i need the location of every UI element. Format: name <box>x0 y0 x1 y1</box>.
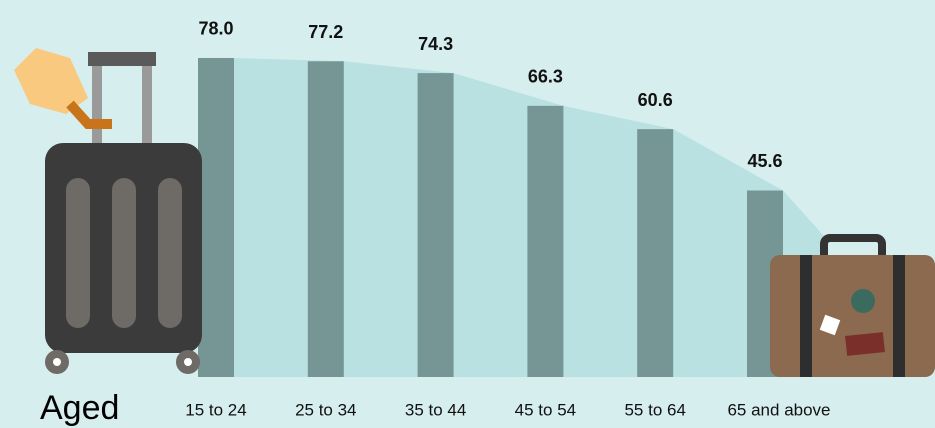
luggage-tag <box>14 48 88 114</box>
handle-top <box>88 52 156 66</box>
value-label: 60.6 <box>638 90 673 110</box>
rib <box>66 178 90 328</box>
tag-strap <box>66 100 112 129</box>
rib <box>112 178 136 328</box>
value-label: 74.3 <box>418 34 453 54</box>
strap <box>893 255 905 377</box>
x-tick-label: 45 to 54 <box>515 400 576 419</box>
value-label: 78.0 <box>198 19 233 39</box>
x-tick-label: 35 to 44 <box>405 400 466 419</box>
rib <box>158 178 182 328</box>
x-tick-label: 15 to 24 <box>185 400 246 419</box>
bar <box>198 57 234 377</box>
x-tick-label: 65 and above <box>727 400 830 419</box>
value-label: 77.2 <box>308 22 343 42</box>
bar <box>527 105 564 377</box>
case-body <box>770 255 935 377</box>
bar <box>637 129 674 377</box>
wheel-hub <box>184 358 192 366</box>
value-label: 45.6 <box>747 151 782 171</box>
sticker <box>845 332 885 356</box>
value-label: 66.3 <box>528 67 563 87</box>
trolley-suitcase <box>14 48 202 374</box>
bar <box>417 73 454 377</box>
x-tick-label: 25 to 34 <box>295 400 356 419</box>
brown-suitcase <box>770 234 935 377</box>
sticker <box>851 289 875 313</box>
strap <box>800 255 812 377</box>
bar <box>307 61 344 377</box>
x-axis-title: Aged <box>40 389 119 427</box>
wheel-hub <box>53 358 61 366</box>
bars-layer <box>198 57 783 377</box>
sticker <box>819 314 841 336</box>
handle-right <box>142 62 152 152</box>
x-tick-label: 55 to 64 <box>624 400 685 419</box>
handle-left <box>92 62 102 152</box>
